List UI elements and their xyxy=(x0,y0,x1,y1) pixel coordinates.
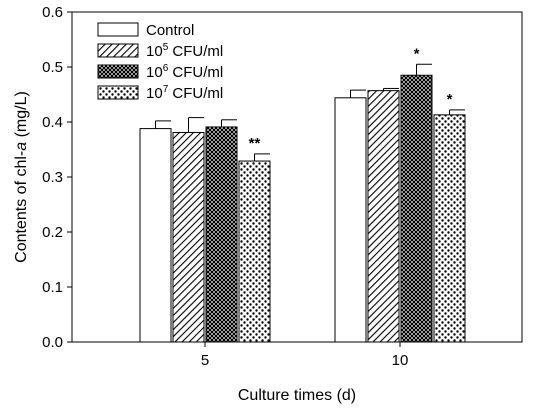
y-axis-label-prefix: Contents of chl- xyxy=(13,151,30,263)
significance-mark: ** xyxy=(249,135,261,152)
x-tick-label: 10 xyxy=(392,352,409,369)
y-axis-ticks: 0.0 0.1 0.2 0.3 0.4 0.5 0.6 xyxy=(42,4,72,351)
legend-label: 106 CFU/ml xyxy=(146,63,223,81)
error-bars-group xyxy=(155,63,465,162)
legend-swatch xyxy=(97,64,139,79)
y-axis-label-italic: a xyxy=(13,142,30,151)
legend-swatch xyxy=(97,85,139,100)
bars-group xyxy=(139,74,466,343)
x-tick-label: 5 xyxy=(201,352,209,369)
bar xyxy=(238,160,271,343)
legend-label: 107 CFU/ml xyxy=(146,84,223,102)
y-tick-label: 0.6 xyxy=(42,4,63,21)
legend-swatch xyxy=(97,43,139,58)
legend-swatch xyxy=(97,22,139,37)
legend-label-unit: CFU/ml xyxy=(168,85,223,102)
significance-marks-group: **** xyxy=(249,45,453,152)
y-axis-label-suffix: (mg/L) xyxy=(13,91,30,142)
significance-mark: * xyxy=(414,45,420,62)
legend-label-exponent: 7 xyxy=(163,84,169,95)
y-tick-label: 0.3 xyxy=(42,169,63,186)
legend-label-unit: CFU/ml xyxy=(168,43,223,60)
legend-label-base: 10 xyxy=(146,43,163,60)
bar xyxy=(139,128,172,343)
bar xyxy=(172,131,205,343)
bar xyxy=(205,126,238,343)
bar xyxy=(367,90,400,343)
y-axis-label: Contents of chl-a (mg/L) xyxy=(13,91,30,263)
y-tick-label: 0.0 xyxy=(42,334,63,351)
significance-mark: * xyxy=(447,91,453,108)
x-axis-label: Culture times (d) xyxy=(238,387,356,404)
y-tick-label: 0.1 xyxy=(42,279,63,296)
y-tick-label: 0.2 xyxy=(42,224,63,241)
bar xyxy=(433,114,466,343)
bar xyxy=(400,74,433,343)
bar xyxy=(334,97,367,343)
legend-label-base: 10 xyxy=(146,64,163,81)
y-tick-label: 0.4 xyxy=(42,114,63,131)
x-axis-ticks: 5 10 xyxy=(201,342,409,369)
legend-label: 105 CFU/ml xyxy=(146,42,223,60)
legend-label: Control xyxy=(146,22,194,39)
legend-label-exponent: 6 xyxy=(163,63,169,74)
y-tick-label: 0.5 xyxy=(42,59,63,76)
legend-label-base: 10 xyxy=(146,85,163,102)
legend-label-exponent: 5 xyxy=(163,42,169,53)
legend-label-unit: CFU/ml xyxy=(168,64,223,81)
